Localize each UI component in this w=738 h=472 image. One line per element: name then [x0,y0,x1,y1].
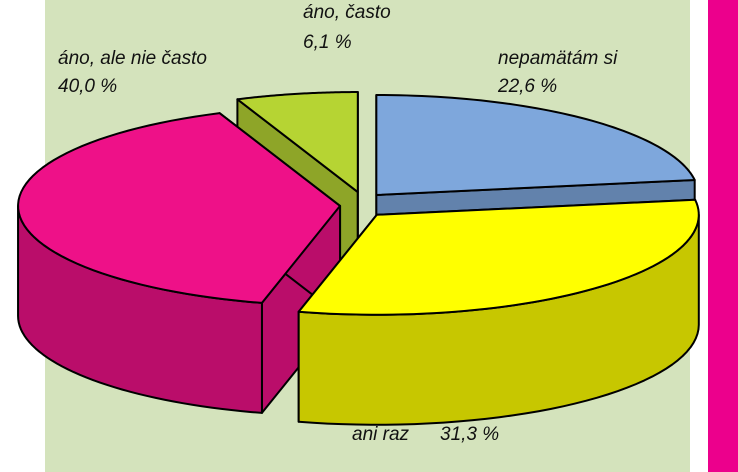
slice-top [17,112,342,304]
value-label: 22,6 % [497,76,557,97]
slice [297,198,700,426]
labels: nepamätám si 22,6 % ani raz 31,3 % áno, ale … [58,2,618,445]
slice-label: áno, ale nie často [58,48,207,69]
slice-top [236,91,359,194]
slice [17,112,342,414]
slice-label: áno, často [303,2,391,23]
slice-top [375,93,696,196]
pie [17,91,700,426]
slice-label: nepamätám si [498,48,618,69]
value-label: 31,3 % [440,424,499,445]
slice-top [297,198,700,316]
side-stripe [708,0,738,472]
slice-label: ani raz [352,424,410,445]
value-label: 40,0 % [58,76,117,97]
value-label: 6,1 % [303,32,352,53]
